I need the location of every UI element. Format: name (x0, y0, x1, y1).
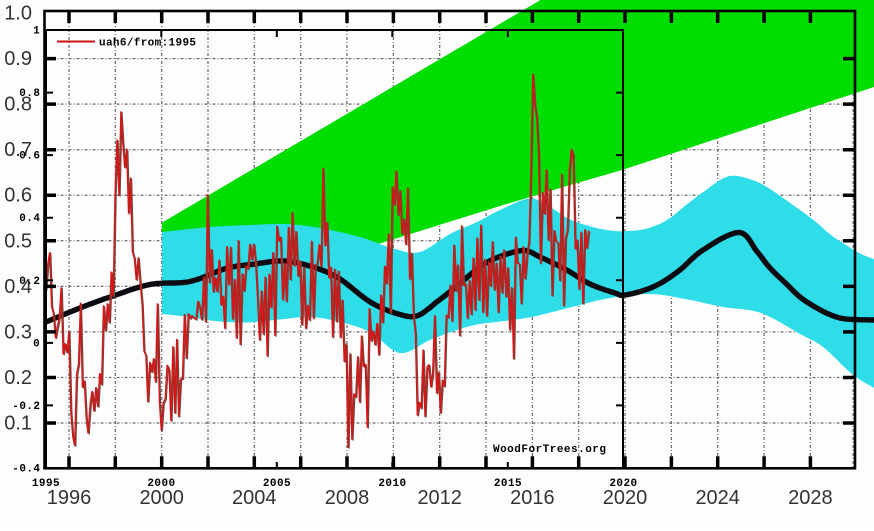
svg-text:0.5: 0.5 (4, 230, 32, 252)
svg-text:0.8: 0.8 (4, 94, 32, 116)
svg-text:1.0: 1.0 (4, 3, 32, 25)
svg-text:2004: 2004 (232, 487, 277, 509)
svg-text:0.2: 0.2 (4, 367, 32, 389)
svg-text:0.8: 0.8 (19, 88, 40, 100)
svg-text:1996: 1996 (47, 487, 92, 509)
svg-text:0.6: 0.6 (19, 151, 40, 163)
svg-text:-0.2: -0.2 (12, 401, 40, 413)
svg-text:2005: 2005 (263, 478, 291, 490)
svg-text:1: 1 (33, 26, 40, 38)
svg-text:2000: 2000 (139, 487, 184, 509)
svg-text:2020: 2020 (609, 478, 637, 490)
svg-text:0.7: 0.7 (4, 139, 32, 161)
svg-text:0.9: 0.9 (4, 48, 32, 70)
svg-text:1995: 1995 (32, 478, 60, 490)
svg-text:2015: 2015 (494, 478, 522, 490)
svg-text:-0.4: -0.4 (12, 464, 40, 476)
svg-text:0.2: 0.2 (19, 276, 40, 288)
svg-text:2020: 2020 (603, 487, 648, 509)
svg-text:0.3: 0.3 (4, 321, 32, 343)
svg-text:2000: 2000 (147, 478, 175, 490)
svg-text:2024: 2024 (695, 487, 740, 509)
svg-text:0: 0 (33, 338, 40, 350)
svg-text:2008: 2008 (325, 487, 370, 509)
svg-text:0.4: 0.4 (19, 213, 40, 225)
svg-text:0.1: 0.1 (4, 413, 32, 435)
svg-text:2028: 2028 (788, 487, 833, 509)
svg-text:2016: 2016 (510, 487, 555, 509)
svg-text:WoodForTrees.org: WoodForTrees.org (493, 444, 606, 456)
svg-text:0.6: 0.6 (4, 185, 32, 207)
svg-text:2010: 2010 (378, 478, 406, 490)
svg-text:0.4: 0.4 (4, 276, 32, 298)
svg-text:uah6/from:1995: uah6/from:1995 (99, 38, 196, 50)
svg-text:2012: 2012 (417, 487, 462, 509)
